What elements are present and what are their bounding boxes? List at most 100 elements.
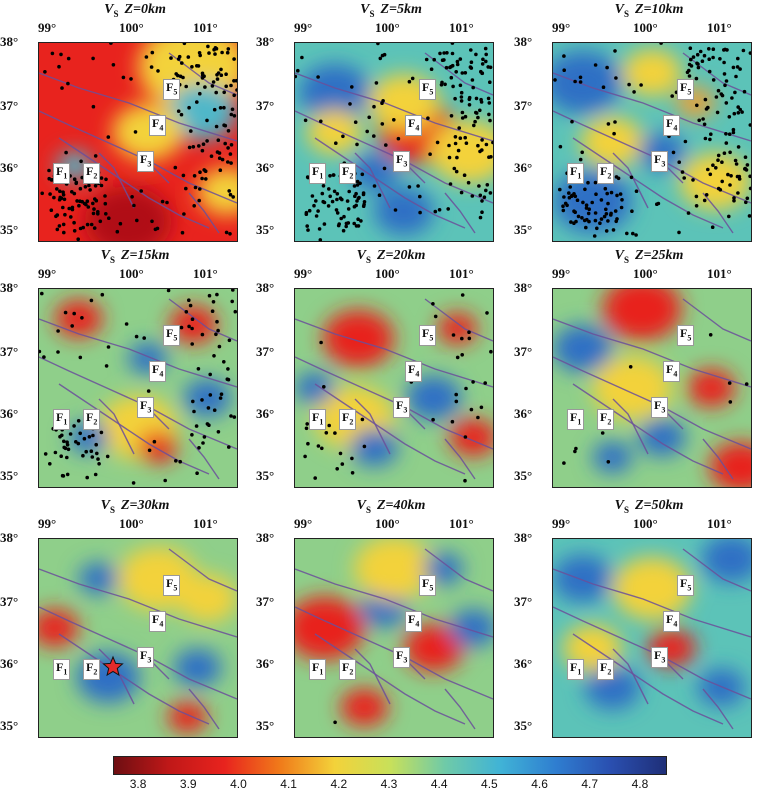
- earthquake-dot: [575, 198, 580, 202]
- earthquake-dot: [568, 185, 572, 189]
- earthquake-dot: [104, 177, 108, 182]
- fault-line: [682, 298, 751, 342]
- earthquake-dot: [407, 185, 412, 189]
- earthquake-dot: [484, 59, 488, 64]
- earthquake-dot: [303, 118, 308, 123]
- fault-label: F3: [137, 151, 155, 173]
- earthquake-dot: [179, 112, 184, 117]
- colorbar: [113, 756, 667, 775]
- earthquake-dot: [606, 460, 611, 464]
- earthquake-dot: [625, 231, 629, 236]
- earthquake-dot: [569, 220, 573, 224]
- vs-symbol: VS: [356, 248, 371, 265]
- earthquake-dot: [707, 47, 711, 51]
- velocity-anomaly: [183, 378, 232, 417]
- earthquake-dot: [744, 200, 748, 205]
- earthquake-dot: [57, 64, 61, 69]
- earthquake-dot: [407, 79, 412, 84]
- fault-label: F1: [309, 409, 327, 431]
- earthquake-dot: [152, 439, 157, 444]
- earthquake-dot: [322, 222, 327, 226]
- earthquake-dot: [448, 182, 453, 186]
- latitude-label: 36°: [514, 656, 533, 671]
- earthquake-dot: [599, 217, 604, 221]
- earthquake-dot: [745, 196, 750, 201]
- earthquake-dot: [476, 143, 480, 148]
- earthquake-dot: [629, 175, 634, 180]
- earthquake-dot: [469, 60, 474, 64]
- earthquake-dot: [228, 192, 233, 197]
- earthquake-dot: [562, 195, 566, 199]
- earthquake-dot: [200, 176, 204, 181]
- earthquake-dot: [105, 454, 110, 459]
- earthquake-dot: [93, 472, 98, 477]
- earthquake-dot: [480, 62, 485, 66]
- earthquake-dot: [208, 372, 212, 377]
- earthquake-dot: [702, 122, 707, 127]
- velocity-map: F1 F2 F3 F4 F5: [38, 42, 238, 242]
- earthquake-dot: [61, 205, 65, 210]
- earthquake-dot: [60, 86, 64, 90]
- earthquake-dot: [233, 309, 237, 314]
- earthquake-dot: [355, 183, 360, 187]
- earthquake-dot: [204, 177, 208, 181]
- earthquake-dot: [131, 481, 136, 485]
- earthquake-dot: [455, 59, 460, 64]
- earthquake-dot: [61, 222, 66, 227]
- earthquake-dot: [632, 90, 636, 94]
- earthquake-dot: [463, 435, 468, 439]
- fault-label: F2: [339, 163, 357, 185]
- earthquake-dot: [55, 227, 60, 232]
- earthquake-dot: [459, 95, 464, 99]
- earthquake-dot: [78, 226, 83, 231]
- earthquake-dot: [94, 198, 99, 203]
- longitude-label: 101°: [449, 266, 474, 281]
- earthquake-dot: [230, 299, 234, 304]
- earthquake-dot: [574, 219, 578, 224]
- earthquake-dot: [303, 454, 307, 459]
- earthquake-dot: [78, 431, 82, 436]
- velocity-anomaly: [697, 668, 746, 707]
- latitude-label: 38°: [0, 530, 19, 545]
- earthquake-dot: [200, 332, 205, 337]
- earthquake-dot: [306, 228, 310, 232]
- velocity-map: F1 F2 F3 F4 F5: [294, 538, 494, 738]
- velocity-anomaly: [592, 441, 633, 474]
- earthquake-dot: [372, 184, 377, 188]
- earthquake-dot: [709, 132, 713, 136]
- earthquake-dot: [736, 56, 740, 61]
- velocity-anomaly: [295, 372, 335, 404]
- fault-label: F5: [419, 79, 437, 101]
- earthquake-dot: [184, 84, 188, 89]
- earthquake-dot: [56, 350, 60, 354]
- velocity-map-panel: VS Z=0km 99° 100° 101° 38° 37° 36° 35° F1 F2 F3 F4 F5: [0, 2, 238, 242]
- earthquake-dot: [450, 63, 455, 68]
- earthquake-dot: [459, 90, 464, 95]
- fault-label: F2: [597, 659, 615, 681]
- earthquake-dot: [683, 139, 688, 144]
- earthquake-dot: [354, 224, 359, 228]
- velocity-map-panel: VS Z=30km 99° 100° 101° 38° 37° 36° 35° F1 F2 F3 F4 F…: [0, 498, 238, 738]
- earthquake-dot: [95, 451, 99, 456]
- earthquake-dot: [223, 141, 227, 146]
- earthquake-dot: [86, 205, 91, 209]
- earthquake-dot: [747, 214, 751, 218]
- earthquake-dot: [115, 229, 120, 234]
- colorbar-tick-label: 3.9: [179, 777, 197, 791]
- earthquake-dot: [444, 65, 449, 70]
- fault-label: F5: [419, 325, 437, 347]
- earthquake-dot: [728, 150, 732, 155]
- fault-label: F2: [83, 163, 101, 185]
- earthquake-dot: [192, 204, 196, 208]
- colorbar-tick-label: 4.7: [581, 777, 599, 791]
- earthquake-dot: [182, 43, 187, 46]
- fault-line: [424, 298, 493, 342]
- earthquake-dot: [720, 93, 725, 98]
- earthquake-dot: [748, 123, 751, 127]
- earthquake-dot: [197, 198, 201, 203]
- earthquake-dot: [467, 103, 472, 107]
- earthquake-dot: [338, 451, 343, 456]
- fault-label: F3: [137, 647, 155, 669]
- earthquake-dot: [63, 310, 68, 315]
- earthquake-dot: [226, 367, 230, 371]
